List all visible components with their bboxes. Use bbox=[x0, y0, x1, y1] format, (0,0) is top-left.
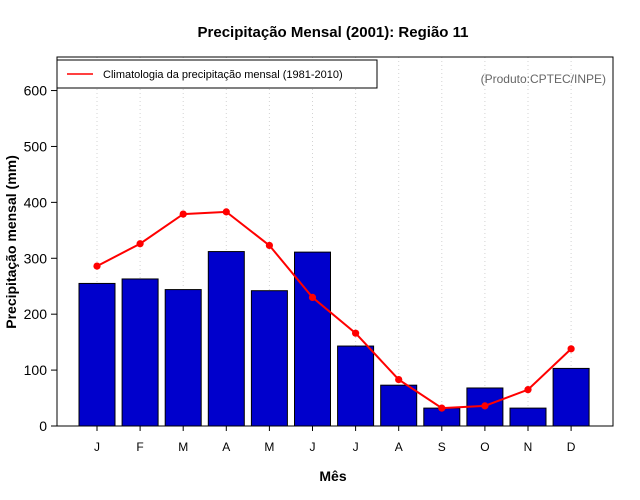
climatology-point-7 bbox=[395, 375, 403, 384]
x-tick-label: J bbox=[310, 440, 316, 454]
x-tick-label: D bbox=[567, 440, 576, 454]
y-tick-label: 400 bbox=[24, 194, 48, 210]
climatology-point-2 bbox=[179, 210, 187, 218]
x-tick-label: O bbox=[480, 440, 489, 454]
bar-d-11 bbox=[552, 367, 590, 427]
y-tick-label: 0 bbox=[39, 418, 47, 434]
climatology-point-3 bbox=[222, 208, 230, 216]
climatology-point-0 bbox=[93, 262, 101, 270]
climatology-line bbox=[96, 210, 572, 410]
bar-j-6 bbox=[337, 345, 375, 427]
bars-layer bbox=[78, 251, 590, 427]
bar-j-0 bbox=[78, 282, 116, 427]
climatology-point-4 bbox=[265, 241, 273, 250]
x-tick-label: M bbox=[178, 440, 188, 454]
chart-title: Precipitação Mensal (2001): Região 11 bbox=[198, 24, 469, 41]
climatology-point-5 bbox=[308, 293, 317, 302]
climatology-point-9 bbox=[481, 402, 489, 410]
x-tick-label: A bbox=[395, 440, 403, 454]
y-tick-label: 100 bbox=[24, 362, 48, 378]
y-axis-label: Precipitação mensal (mm) bbox=[3, 155, 19, 329]
climatology-point-1 bbox=[136, 240, 144, 248]
bar-m-2 bbox=[164, 289, 202, 427]
axes-layer: 0 100 200 300 400 500 600 J F M A M J J A S O N D bbox=[24, 83, 576, 454]
legend-box bbox=[56, 59, 378, 89]
legend-entry: Climatologia da precipitação mensal (198… bbox=[103, 69, 343, 81]
plot-frame bbox=[56, 56, 614, 427]
source-annotation: (Produto:CPTEC/INPE) bbox=[481, 72, 606, 86]
x-tick-label: S bbox=[438, 440, 446, 454]
y-tick-label: 600 bbox=[24, 83, 48, 99]
bar-j-5 bbox=[294, 251, 331, 427]
x-tick-label: A bbox=[222, 440, 230, 454]
x-tick-label: F bbox=[136, 440, 143, 454]
y-tick-label: 200 bbox=[24, 306, 48, 322]
line-layer bbox=[93, 208, 575, 412]
x-tick-label: N bbox=[524, 440, 533, 454]
x-axis-label: Mês bbox=[319, 468, 346, 484]
bar-a-3 bbox=[207, 251, 245, 427]
y-tick-label: 300 bbox=[24, 250, 48, 266]
x-tick-label: J bbox=[94, 440, 100, 454]
bar-a-7 bbox=[380, 384, 418, 427]
bar-n-10 bbox=[509, 407, 547, 427]
x-tick-label: J bbox=[353, 440, 359, 454]
climatology-point-10 bbox=[524, 386, 532, 394]
y-tick-label: 500 bbox=[24, 138, 48, 154]
bar-f-1 bbox=[121, 278, 159, 427]
climatology-point-11 bbox=[567, 345, 575, 353]
x-tick-label: M bbox=[264, 440, 274, 454]
climatology-point-8 bbox=[438, 404, 446, 412]
legend: Climatologia da precipitação mensal (198… bbox=[56, 59, 378, 89]
climatology-point-6 bbox=[352, 329, 360, 337]
bar-m-4 bbox=[250, 290, 288, 427]
